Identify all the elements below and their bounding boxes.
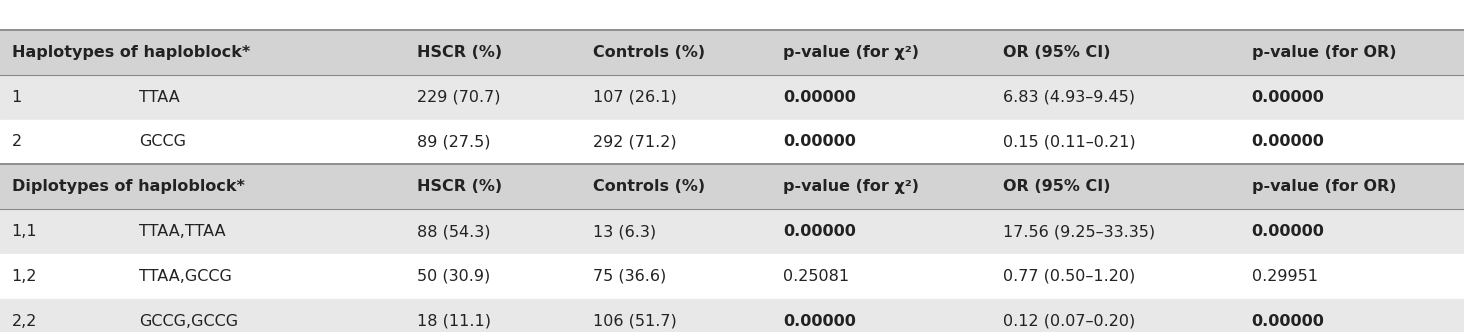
Text: 0.00000: 0.00000	[1252, 134, 1325, 149]
Text: HSCR (%): HSCR (%)	[417, 45, 502, 60]
Text: 0.00000: 0.00000	[1252, 90, 1325, 105]
Text: GCCG,GCCG: GCCG,GCCG	[139, 314, 239, 329]
Text: 0.00000: 0.00000	[783, 134, 856, 149]
Bar	[0, 75, 1464, 120]
Text: Controls (%): Controls (%)	[593, 45, 706, 60]
Text: 0.00000: 0.00000	[783, 314, 856, 329]
Text: 1,2: 1,2	[12, 269, 37, 284]
Text: p-value (for OR): p-value (for OR)	[1252, 45, 1397, 60]
Bar	[0, 254, 1464, 299]
Text: TTAA,TTAA: TTAA,TTAA	[139, 224, 225, 239]
Text: 2,2: 2,2	[12, 314, 37, 329]
Text: 88 (54.3): 88 (54.3)	[417, 224, 490, 239]
Text: Controls (%): Controls (%)	[593, 179, 706, 194]
Text: p-value (for OR): p-value (for OR)	[1252, 179, 1397, 194]
Text: HSCR (%): HSCR (%)	[417, 179, 502, 194]
Text: 0.00000: 0.00000	[1252, 224, 1325, 239]
Text: 292 (71.2): 292 (71.2)	[593, 134, 676, 149]
Bar	[0, 209, 1464, 254]
Text: 0.00000: 0.00000	[783, 224, 856, 239]
Bar	[0, 30, 1464, 75]
Text: 50 (30.9): 50 (30.9)	[417, 269, 490, 284]
Text: OR (95% CI): OR (95% CI)	[1003, 45, 1110, 60]
Text: Haplotypes of haploblock*: Haplotypes of haploblock*	[12, 45, 250, 60]
Text: TTAA,GCCG: TTAA,GCCG	[139, 269, 231, 284]
Text: 107 (26.1): 107 (26.1)	[593, 90, 676, 105]
Text: p-value (for χ²): p-value (for χ²)	[783, 179, 919, 194]
Text: TTAA: TTAA	[139, 90, 180, 105]
Text: 0.29951: 0.29951	[1252, 269, 1318, 284]
Text: 0.00000: 0.00000	[1252, 314, 1325, 329]
Text: 17.56 (9.25–33.35): 17.56 (9.25–33.35)	[1003, 224, 1155, 239]
Text: 229 (70.7): 229 (70.7)	[417, 90, 501, 105]
Text: 0.00000: 0.00000	[783, 90, 856, 105]
Text: 13 (6.3): 13 (6.3)	[593, 224, 656, 239]
Text: OR (95% CI): OR (95% CI)	[1003, 179, 1110, 194]
Text: 2: 2	[12, 134, 22, 149]
Text: 106 (51.7): 106 (51.7)	[593, 314, 676, 329]
Text: 0.77 (0.50–1.20): 0.77 (0.50–1.20)	[1003, 269, 1135, 284]
Text: 1,1: 1,1	[12, 224, 38, 239]
Text: p-value (for χ²): p-value (for χ²)	[783, 45, 919, 60]
Text: GCCG: GCCG	[139, 134, 186, 149]
Text: 18 (11.1): 18 (11.1)	[417, 314, 492, 329]
Text: 75 (36.6): 75 (36.6)	[593, 269, 666, 284]
Text: 0.15 (0.11–0.21): 0.15 (0.11–0.21)	[1003, 134, 1136, 149]
Text: 6.83 (4.93–9.45): 6.83 (4.93–9.45)	[1003, 90, 1135, 105]
Bar	[0, 120, 1464, 164]
Bar	[0, 299, 1464, 332]
Text: 0.25081: 0.25081	[783, 269, 849, 284]
Text: 1: 1	[12, 90, 22, 105]
Text: 0.12 (0.07–0.20): 0.12 (0.07–0.20)	[1003, 314, 1135, 329]
Text: Diplotypes of haploblock*: Diplotypes of haploblock*	[12, 179, 244, 194]
Bar	[0, 164, 1464, 209]
Text: 89 (27.5): 89 (27.5)	[417, 134, 490, 149]
